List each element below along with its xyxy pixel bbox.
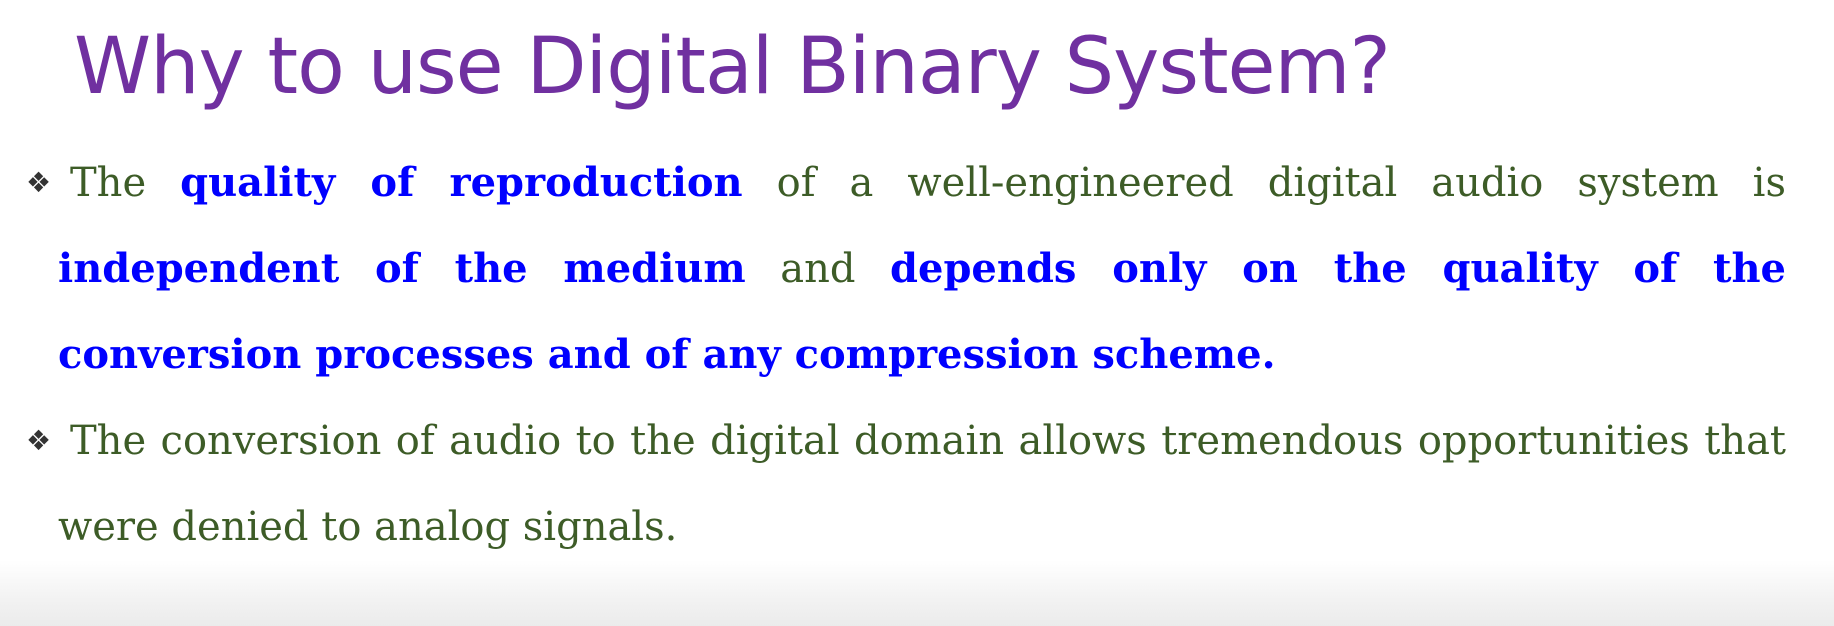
- bullet-emphasis-segment: depends only on the quality of the conve…: [58, 245, 1786, 378]
- diamond-bullet-icon: ❖: [26, 424, 52, 457]
- bullet-list: ❖ The quality of reproduction of a well-e…: [26, 140, 1787, 570]
- bullet-item: ❖ The conversion of audio to the digital …: [26, 398, 1786, 570]
- bullet-item: ❖ The quality of reproduction of a well-e…: [26, 140, 1787, 398]
- bullet-text-segment: of a well-engineered digital audio syste…: [742, 160, 1787, 206]
- slide-title: Why to use Digital Binary System?: [74, 22, 1391, 112]
- bullet-emphasis-segment: independent of the medium: [58, 245, 746, 292]
- bullet-text-segment: and: [745, 246, 891, 292]
- bullet-emphasis-segment: quality of reproduction: [180, 159, 743, 206]
- bullet-text-segment: The conversion of audio to the digital d…: [58, 418, 1786, 550]
- bullet-text-segment: The: [70, 160, 181, 206]
- diamond-bullet-icon: ❖: [26, 166, 52, 199]
